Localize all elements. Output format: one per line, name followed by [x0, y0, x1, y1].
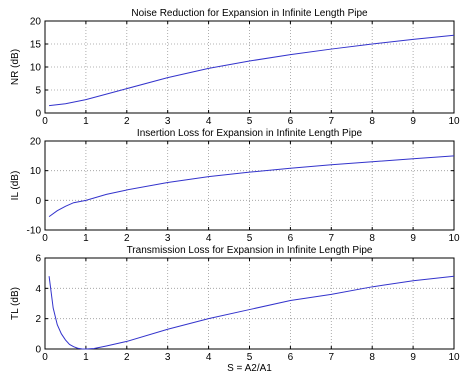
y-tick-label: 0: [35, 196, 41, 207]
x-tick-label: 6: [288, 352, 294, 363]
x-tick-label: 10: [448, 116, 460, 127]
series-line: [48, 155, 455, 218]
x-tick-label: 5: [247, 116, 253, 127]
x-tick-label: 1: [83, 233, 89, 244]
x-tick-label: 1: [83, 352, 89, 363]
series-line: [49, 34, 455, 107]
x-tick-label: 5: [247, 233, 253, 244]
x-tick-label: 0: [42, 116, 48, 127]
x-tick-label: 7: [329, 116, 335, 127]
y-tick-label: 10: [30, 63, 42, 74]
series-line: [48, 275, 455, 350]
x-tick-label: 2: [124, 352, 130, 363]
x-tick-label: 3: [165, 116, 171, 127]
y-tick-label: 5: [35, 86, 41, 97]
x-tick-label: 5: [247, 352, 253, 363]
x-tick-label: 3: [165, 233, 171, 244]
axes-box: [44, 20, 455, 114]
chart-title: Insertion Loss for Expansion in Infinite…: [137, 128, 363, 139]
x-tick-label: 3: [165, 352, 171, 363]
subplot-1: 0 1 2 3 4 5 6 7 8 9 10 0 5 10 15 20 Noise Reduction for …: [10, 8, 460, 127]
x-tick-label: 2: [124, 116, 130, 127]
x-tick-label: 8: [369, 352, 375, 363]
y-axis-label: IL (dB): [10, 171, 21, 201]
x-tick-label: 9: [410, 233, 416, 244]
x-tick-label: 7: [329, 352, 335, 363]
chart-title: Noise Reduction for Expansion in Infinit…: [131, 8, 368, 19]
y-tick-label: 20: [30, 137, 42, 148]
y-tick-label: 15: [30, 40, 42, 51]
x-tick-label: 9: [410, 116, 416, 127]
chart-title: Transmission Loss for Expansion in Infin…: [127, 245, 373, 256]
y-tick-label: 20: [30, 17, 42, 28]
x-tick-label: 0: [42, 233, 48, 244]
axes-box: [44, 140, 455, 231]
y-tick-label: 6: [35, 254, 41, 265]
y-tick-label: 4: [35, 284, 41, 295]
y-tick-label: 10: [30, 166, 42, 177]
x-tick-label: 10: [448, 352, 460, 363]
plot-area: [45, 141, 454, 230]
x-tick-label: 6: [288, 233, 294, 244]
y-tick-label: 2: [35, 314, 41, 325]
y-tick-label: -10: [27, 226, 42, 237]
x-tick-label: 10: [448, 233, 460, 244]
x-tick-label: 8: [369, 233, 375, 244]
x-tick-label: 2: [124, 233, 130, 244]
x-tick-label: 8: [369, 116, 375, 127]
y-axis-label: TL (dB): [10, 287, 21, 320]
x-tick-label: 9: [410, 352, 416, 363]
x-tick-label: 4: [206, 352, 212, 363]
x-tick-label: 6: [288, 116, 294, 127]
x-tick-label: 4: [206, 233, 212, 244]
y-tick-label: 0: [35, 345, 41, 356]
subplot-3: 0 1 2 3 4 5 6 7 8 9 10 0 2 4 6 Transmission Loss for Ex…: [10, 245, 460, 373]
axes-box: [44, 257, 455, 350]
x-tick-label: 4: [206, 116, 212, 127]
x-tick-label: 0: [42, 352, 48, 363]
x-axis-label: S = A2/A1: [227, 363, 272, 373]
x-tick-label: 7: [329, 233, 335, 244]
y-axis-label: NR (dB): [10, 49, 21, 85]
y-tick-label: 0: [35, 109, 41, 120]
x-tick-label: 1: [83, 116, 89, 127]
